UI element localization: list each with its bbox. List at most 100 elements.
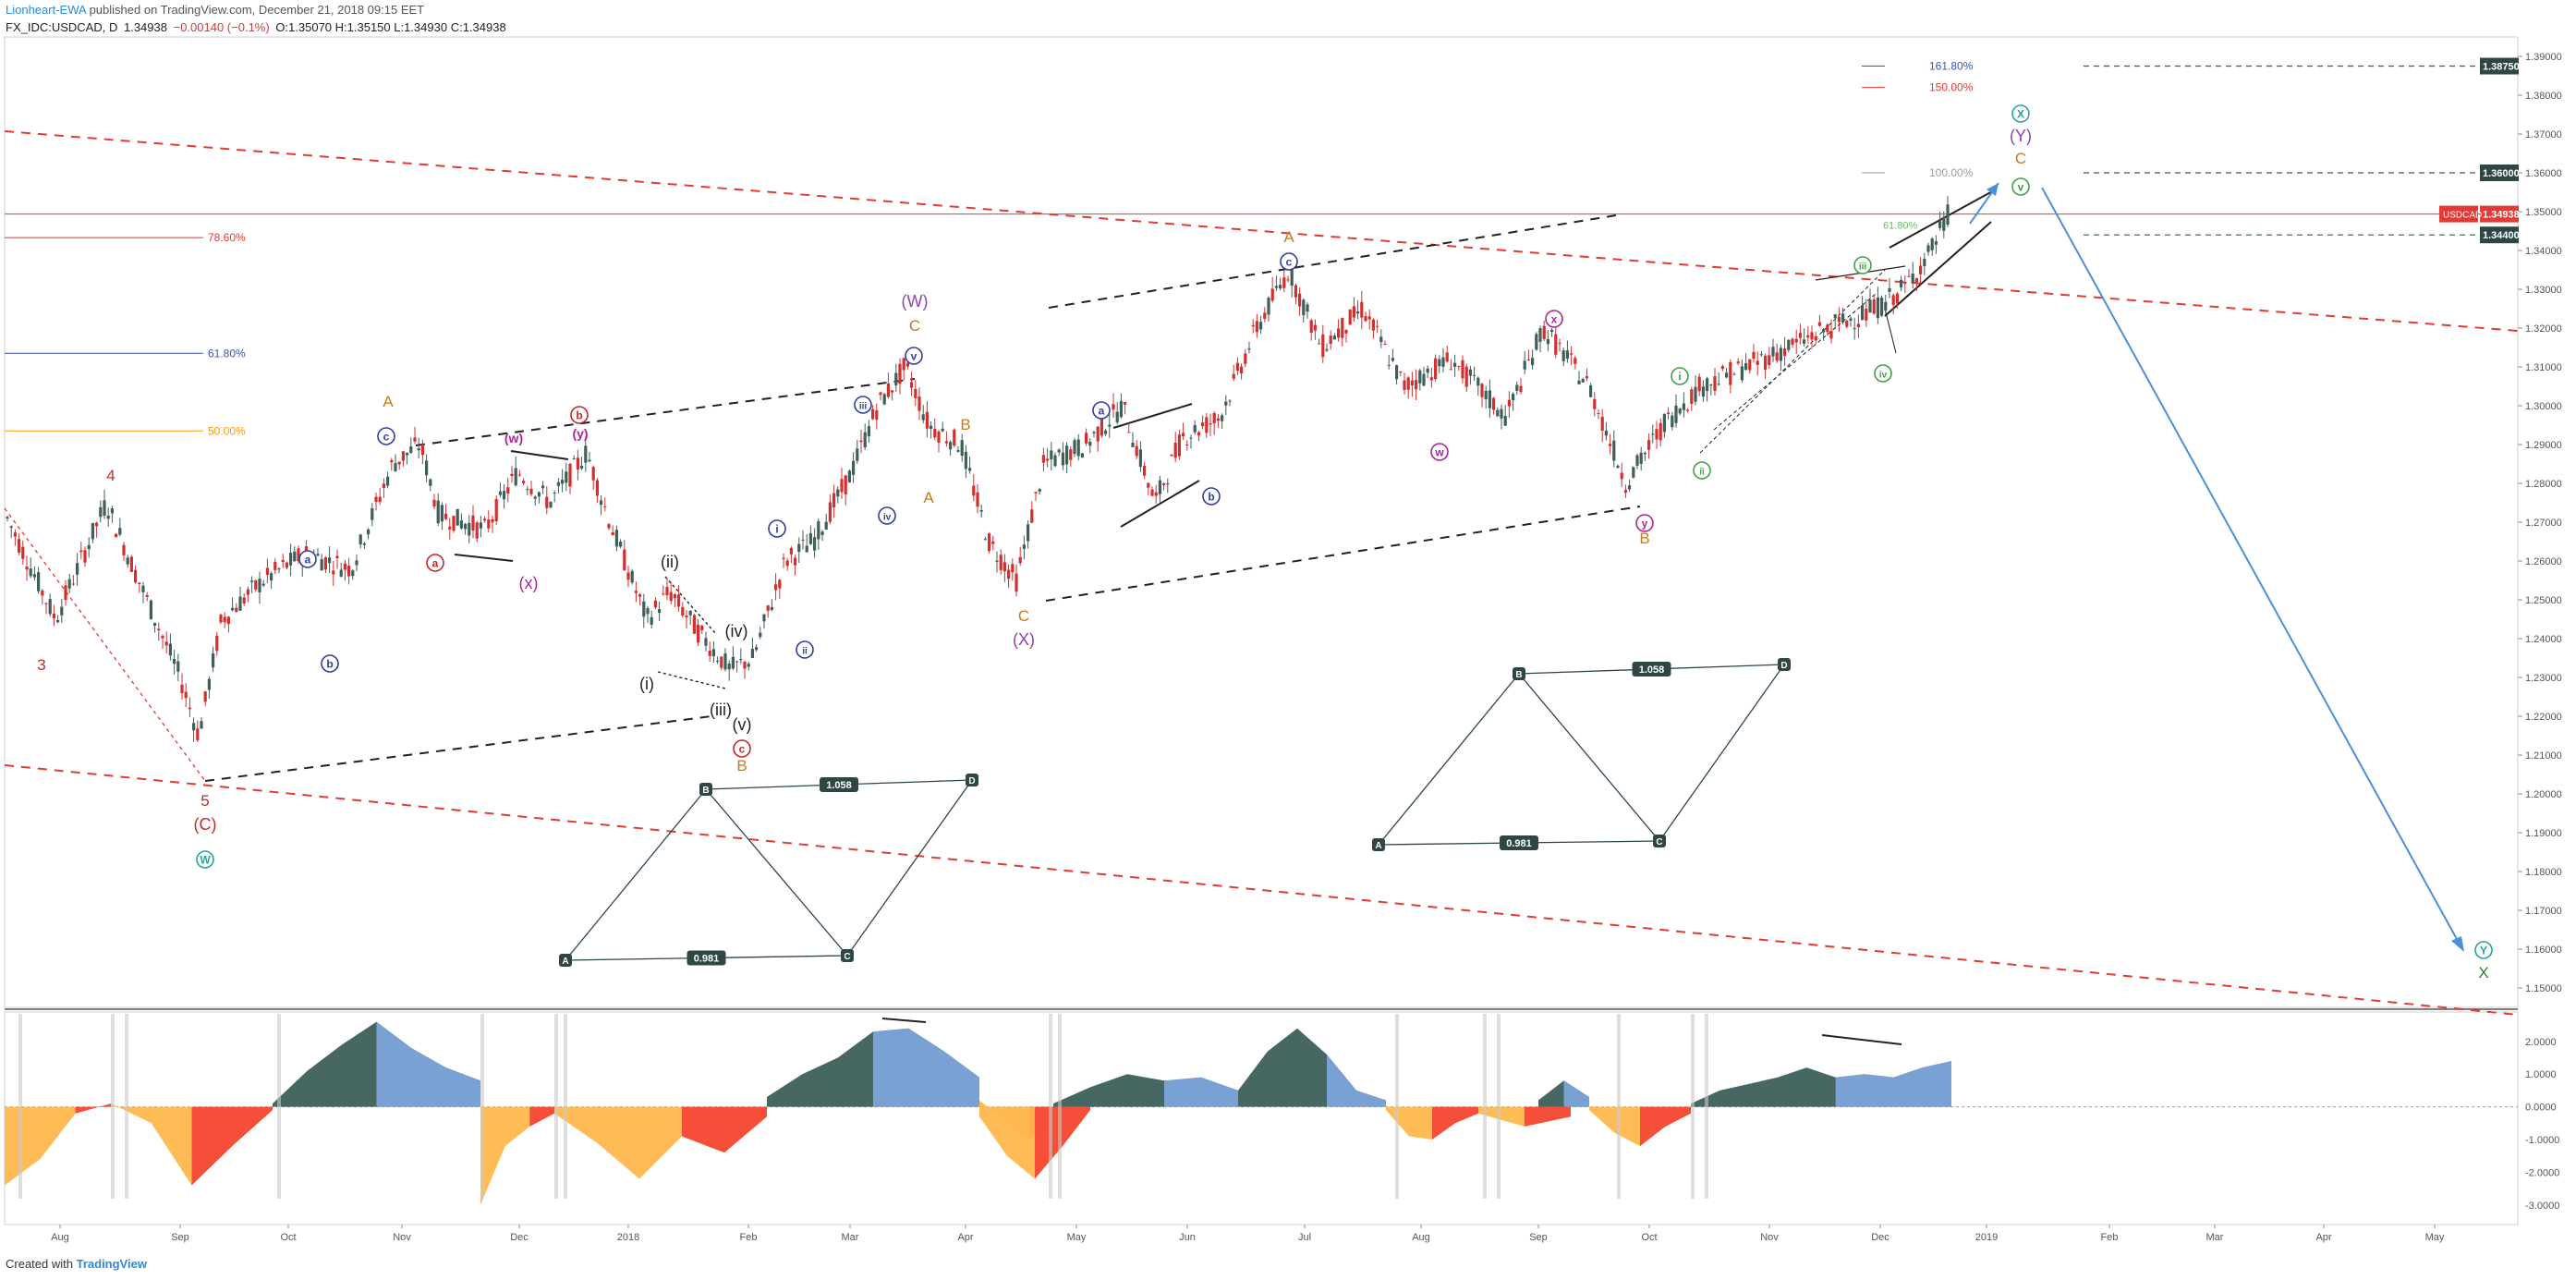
candle-body bbox=[1911, 273, 1914, 283]
harmonic-point-label: B bbox=[702, 786, 709, 796]
price-label-text: 1.34400 bbox=[2483, 230, 2520, 241]
wave-label: B bbox=[960, 416, 970, 433]
candle-body bbox=[1391, 358, 1394, 361]
candle-body bbox=[584, 445, 588, 463]
candle-body bbox=[1507, 399, 1511, 407]
candle-body bbox=[436, 500, 440, 524]
harmonic-point-box bbox=[841, 949, 854, 962]
candle-body bbox=[83, 550, 87, 563]
oscillator-panel bbox=[5, 1014, 1951, 1205]
wave-label: (X) bbox=[1013, 630, 1035, 649]
candle-body bbox=[1073, 440, 1076, 455]
candle-body bbox=[847, 470, 851, 483]
candle-body bbox=[937, 432, 941, 443]
candle-body bbox=[762, 614, 766, 622]
lower-support-line[interactable] bbox=[4, 764, 2519, 1016]
tradingview-logo[interactable]: TradingView bbox=[76, 1257, 147, 1271]
candle-body bbox=[1744, 362, 1748, 371]
candle-body bbox=[716, 660, 720, 662]
candle-body bbox=[720, 656, 723, 668]
wave-circle bbox=[321, 654, 339, 673]
candle-body bbox=[9, 526, 13, 529]
candle-body bbox=[79, 550, 83, 553]
candle-body bbox=[126, 557, 129, 565]
channel-lower-1[interactable] bbox=[204, 715, 712, 782]
candle-body bbox=[588, 459, 591, 462]
channel-lower-2[interactable] bbox=[1045, 506, 1641, 602]
candle-body bbox=[281, 559, 285, 563]
candle-body bbox=[115, 533, 118, 538]
time-tick-label: Mar bbox=[842, 1232, 859, 1243]
candle-body bbox=[106, 515, 110, 519]
candle-body bbox=[545, 496, 549, 508]
harmonic-point-box bbox=[1372, 838, 1385, 851]
harmonic-zigzag bbox=[565, 779, 973, 961]
candle-body bbox=[1706, 378, 1709, 392]
candle-body bbox=[1321, 334, 1325, 358]
candle-body bbox=[1752, 351, 1756, 360]
candle-body bbox=[852, 460, 856, 475]
candle-body bbox=[1729, 361, 1732, 385]
candle-body bbox=[1115, 411, 1119, 423]
candle-body bbox=[1682, 403, 1685, 410]
fib-label: 161.80% bbox=[1929, 60, 1974, 73]
candle-body bbox=[141, 585, 145, 592]
candle-body bbox=[401, 451, 405, 461]
candle-body bbox=[1697, 376, 1701, 392]
candle-body bbox=[1341, 317, 1344, 338]
candle-body bbox=[1318, 343, 1321, 345]
ohlc-values: O:1.35070 H:1.35150 L:1.34930 C:1.34938 bbox=[275, 20, 506, 34]
upper-resistance-line[interactable] bbox=[4, 130, 2519, 332]
candle-body bbox=[1135, 445, 1138, 457]
candle-body bbox=[223, 616, 226, 623]
candle-body bbox=[1577, 380, 1581, 384]
candle-body bbox=[1270, 288, 1274, 301]
wave-circle-label: b bbox=[1208, 491, 1214, 504]
candle-body bbox=[1659, 422, 1662, 441]
candle-body bbox=[1313, 324, 1317, 331]
candle-body bbox=[630, 570, 634, 583]
candle-body bbox=[1667, 412, 1671, 415]
candle-body bbox=[1228, 400, 1232, 402]
current-price-text[interactable]: 1.34938 bbox=[2483, 210, 2520, 221]
price-tick-label: 1.16000 bbox=[2525, 945, 2562, 956]
candle-body bbox=[685, 616, 688, 618]
wave-circle-label: iv bbox=[883, 513, 892, 523]
osc-highlight-bar bbox=[1483, 1014, 1487, 1199]
candle-body bbox=[347, 566, 351, 577]
candle-body bbox=[650, 616, 653, 625]
dotted-triangle-1 bbox=[664, 576, 717, 635]
osc-area-accent bbox=[1432, 1106, 1478, 1140]
harmonic-patterns: A B C D 1.058 0.981 A B C D 1.058 0.981 bbox=[559, 658, 1791, 967]
small-line-1 bbox=[454, 554, 514, 562]
channel-upper-1[interactable] bbox=[415, 378, 916, 446]
candle-body bbox=[646, 608, 650, 615]
candle-body bbox=[261, 583, 265, 586]
candle-body bbox=[1030, 509, 1034, 523]
candle-body bbox=[25, 567, 29, 570]
candle-body bbox=[1015, 573, 1018, 592]
candle-body bbox=[1453, 362, 1457, 367]
candle-body bbox=[1701, 386, 1705, 397]
candle-body bbox=[1600, 417, 1604, 431]
candle-body bbox=[1686, 409, 1690, 411]
osc-tick-label: 1.0000 bbox=[2525, 1069, 2557, 1080]
candle-body bbox=[1934, 241, 1938, 245]
candle-body bbox=[1348, 309, 1352, 325]
price-tick-label: 1.33000 bbox=[2525, 285, 2562, 296]
candle-body bbox=[339, 569, 343, 577]
candle-body bbox=[1080, 453, 1084, 458]
candle-body bbox=[1512, 394, 1515, 401]
candle-body bbox=[1519, 385, 1523, 393]
osc-area-accent bbox=[1835, 1061, 1951, 1107]
candle-body bbox=[1438, 359, 1441, 367]
candle-body bbox=[886, 383, 890, 397]
candle-body bbox=[1833, 314, 1837, 319]
candle-body bbox=[1473, 374, 1476, 376]
candle-body bbox=[1690, 389, 1694, 405]
channel-upper-2[interactable] bbox=[1048, 213, 1622, 309]
candle-body bbox=[603, 506, 607, 507]
candle-body bbox=[1891, 295, 1895, 306]
author-link[interactable]: Lionheart-EWA bbox=[6, 3, 86, 17]
